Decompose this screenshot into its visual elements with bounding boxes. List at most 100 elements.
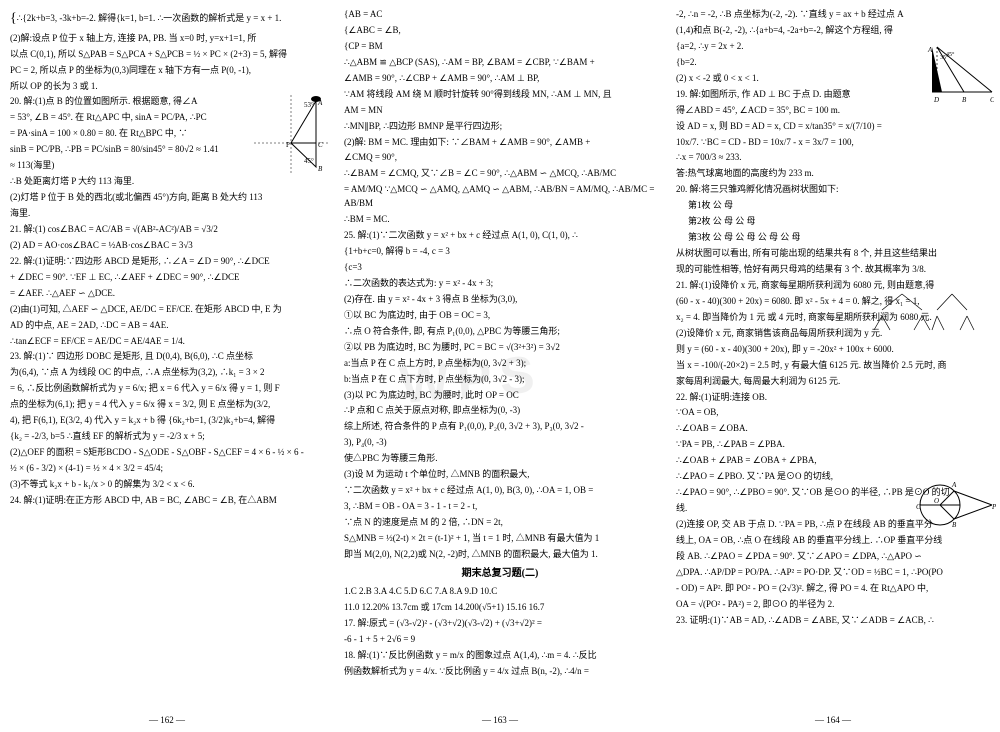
text-line: (2) AD = AO·cos∠BAC = ½AB·cos∠BAC = 3√3 — [10, 239, 324, 253]
svg-text:C: C — [318, 141, 323, 149]
text-line: a:当点 P 在 C 点上方时, P 点坐标为(0, 3√2 + 3); — [344, 357, 656, 371]
text-line: ∵AM 将线段 AM 绕 M 顺时针旋转 90°得到线段 MN, ∴AM ⊥ M… — [344, 88, 656, 102]
text-line: - OD) = AP². 即 PO² - PO = (2√3)². 解之, 得 … — [676, 582, 990, 596]
text-line: 11.0 12.20% 13.7cm 或 17cm 14.200(√5+1) 1… — [344, 601, 656, 615]
text-line: (2)解:设点 P 位于 x 轴上方, 连接 PA, PB. 当 x=0 时, … — [10, 32, 324, 46]
text-line: ①以 BC 为底边时, 由于 OB = OC = 3, — [344, 309, 656, 323]
text-line: 段 AB. ∴∠PAO = ∠PDA = 90°. 又∵∠APO = ∠DPA,… — [676, 550, 990, 564]
text-line: -6 - 1 + 5 + 2√6 = 9 — [344, 633, 656, 647]
text-line: ½ × (6 - 3/2) × (4-1) = ½ × 4 × 3/2 = 45… — [10, 462, 324, 476]
text-line: + ∠DEC = 90°. ∵EF ⊥ EC, ∴∠AEF + ∠DEC = 9… — [10, 271, 324, 285]
text-line: 现的可能性相等, 恰好有两只母鸡的结果有 3 个. 故其概率为 3/8. — [676, 263, 990, 277]
column-3: 35° 45° A D B C A O C B P -2, ∴n = -2, ∴… — [666, 0, 1000, 732]
text-line: 点的坐标为(6,1); 把 y = 4 代入 y = 6/x 得 x = 3/2… — [10, 398, 324, 412]
text-line: (3)不等式 k₂x + b - k₁/x > 0 的解集为 3/2 < x <… — [10, 478, 324, 492]
text-line: {∠ABC = ∠B, — [344, 24, 656, 38]
text-line: 17. 解:原式 = (√3-√2)² - (√3+√2)(√3-√2) + (… — [344, 617, 656, 631]
text-line: 当 x = -100/(-20×2) = 2.5 时, y 有最大值 6125 … — [676, 359, 990, 373]
text-line: 第2枚 公 母 公 母 — [676, 215, 990, 229]
text-line: 以点 C(0,1), 所以 S△PAB = S△PCA + S△PCB = ½ … — [10, 48, 324, 62]
text-line: ∴点 O 符合条件, 即, 有点 P₁(0,0), △PBC 为等腰三角形; — [344, 325, 656, 339]
text-line: ∵OA = OB, — [676, 406, 990, 420]
text-line: ∵二次函数 y = x² + bx + c 经过点 A(1, 0), B(3, … — [344, 484, 656, 498]
text-line: 10x/7. ∵BC = CD - BD = 10x/7 - x = 3x/7 … — [676, 136, 990, 150]
text-line: 海里. — [10, 207, 324, 221]
text-line: {CP = BM — [344, 40, 656, 54]
text-line: 21. 解:(1) cos∠BAC = AC/AB = √(AB²-AC²)/A… — [10, 223, 324, 237]
svg-text:A: A — [951, 481, 957, 489]
text-line: {k₂ = -2/3, b=5 ∴直线 EF 的解析式为 y = -2/3 x … — [10, 430, 324, 444]
text-line: 3, ∴BM = OB - OA = 3 - 1 - t = 2 - t, — [344, 500, 656, 514]
text-line: 25. 解:(1)∵二次函数 y = x² + bx + c 经过点 A(1, … — [344, 229, 656, 243]
text-line: 家每周利润最大, 每周最大利润为 6125 元. — [676, 375, 990, 389]
text-line: OA = √(PO² - PA²) = 2, 即⊙O 的半径为 2. — [676, 598, 990, 612]
svg-text:A: A — [927, 46, 933, 54]
text-line: 22. 解:(1)证明:连接 OB. — [676, 391, 990, 405]
page-number: — 164 — — [666, 714, 1000, 728]
text-line: (2)灯塔 P 位于 B 处的西北(或北偏西 45°)方向, 距离 B 处大约 … — [10, 191, 324, 205]
column-2: {AB = AC {∠ABC = ∠B, {CP = BM ∴△ABM ≌ △B… — [334, 0, 666, 732]
text-line: 第3枚 公 母 公 母 公 母 公 母 — [676, 231, 990, 245]
text-line: 3), P₄(0, -3) — [344, 436, 656, 450]
svg-text:B: B — [318, 165, 323, 173]
text-line: (1,4)和点 B(-2, -2), ∴{a+b=4, -2a+b=-2, 解这… — [676, 24, 990, 38]
column-1: 53° 45° P A C B {∴{2k+b=3, -3k+b=-2. 解得{… — [0, 0, 334, 732]
text-line: AD 的中点, AE = 2AD, ∴DC = AB = 4AE. — [10, 319, 324, 333]
text-line: ∠CMQ = 90°, — [344, 151, 656, 165]
text-line: {c=3 — [344, 261, 656, 275]
text-line: 第1枚 公 母 — [676, 199, 990, 213]
text-line: = 6, ∴反比例函数解析式为 y = 6/x; 把 x = 6 代入 y = … — [10, 382, 324, 396]
text-line: {AB = AC — [344, 8, 656, 22]
section-title: 期末总复习题(二) — [344, 566, 656, 582]
svg-text:B: B — [952, 521, 957, 529]
figure-tree-diagram — [862, 286, 992, 348]
text-line: = AM/MQ ∵△MCQ ∽ △AMQ, △AMQ ∽ △ABM, ∴AB/B… — [344, 183, 656, 211]
text-line: ∴二次函数的表达式为: y = x² - 4x + 3; — [344, 277, 656, 291]
text-line: ∴P 点和 C 点关于原点对称, 即点坐标为(0, -3) — [344, 404, 656, 418]
text-line: ∴∠BAM = ∠CMQ, 又∵∠B = ∠C = 90°, ∴△ABM ∽ △… — [344, 167, 656, 181]
figure-lighthouse: 53° 45° P A C B — [254, 95, 328, 173]
text-line: -2, ∴n = -2, ∴B 点坐标为(-2, -2). ∵直线 y = ax… — [676, 8, 990, 22]
text-line: 综上所述, 符合条件的 P 点有 P₁(0,0), P₂(0, 3√2 + 3)… — [344, 420, 656, 434]
text-line: (3)以 PC 为底边时, BC 为腰时, 此时 OP = OC — [344, 389, 656, 403]
text-line: = ∠AEF. ∴△AEF ∽ △DCE. — [10, 287, 324, 301]
figure-triangle-right: 35° 45° A D B C — [924, 42, 994, 112]
text-line: ∴x = 700/3 ≈ 233. — [676, 151, 990, 165]
text-line: b:当点 P 在 C 点下方时, P 点坐标为(0, 3√2 - 3); — [344, 373, 656, 387]
text-line: ∴MN∥BP, ∴四边形 BMNP 是平行四边形; — [344, 120, 656, 134]
svg-text:C: C — [916, 503, 921, 511]
text-line: 即当 M(2,0), N(2,2)或 N(2, -2)时, △MNB 的面积最大… — [344, 548, 656, 562]
text-line: ∴B 处距离灯塔 P 大约 113 海里. — [10, 175, 324, 189]
text-line: (2)由(1)可知, △AEF ∽ △DCE, AE/DC = EF/CE. 在… — [10, 303, 324, 317]
text-line: (2)存在. 由 y = x² - 4x + 3 得点 B 坐标为(3,0), — [344, 293, 656, 307]
text-line: ∴BM = MC. — [344, 213, 656, 227]
text-line: {1+b+c=0, 解得 b = -4, c = 3 — [344, 245, 656, 259]
svg-text:B: B — [962, 96, 967, 104]
svg-text:C: C — [990, 96, 994, 104]
text-line: (2)解: BM = MC. 理由如下: ∵∠BAM + ∠AMB = 90°,… — [344, 136, 656, 150]
page-number: — 163 — — [334, 714, 666, 728]
svg-text:O: O — [934, 497, 939, 505]
svg-text:45°: 45° — [946, 51, 955, 58]
svg-text:D: D — [933, 96, 939, 104]
page-number: — 162 — — [0, 714, 334, 728]
text-line: PC = 2, 所以点 P 的坐标为(0,3)同理在 x 轴下方有一点 P(0,… — [10, 64, 324, 78]
text-line: (2)△OEF 的面积 = S矩形BCDO - S△ODE - S△OBF - … — [10, 446, 324, 460]
text-line: 1.C 2.B 3.A 4.C 5.D 6.C 7.A 8.A 9.D 10.C — [344, 585, 656, 599]
text-line: ∴△ABM ≌ △BCP (SAS), ∴AM = BP, ∠BAM = ∠CB… — [344, 56, 656, 70]
page-spread: 53° 45° P A C B {∴{2k+b=3, -3k+b=-2. 解得{… — [0, 0, 1000, 732]
svg-text:45°: 45° — [304, 157, 314, 165]
text-line: ②以 PB 为底边时, BC 为腰时, PC = BC = √(3²+3²) =… — [344, 341, 656, 355]
text-line: 23. 证明:(1)∵AB = AD, ∴∠ADB = ∠ABE, 又∵∠ADB… — [676, 614, 990, 628]
text-line: 4), 把 F(6,1), E(3/2, 4) 代入 y = k₂x + b 得… — [10, 414, 324, 428]
svg-text:P: P — [286, 141, 290, 149]
text-line: 设 AD = x, 则 BD = AD = x, CD = x/tan35° =… — [676, 120, 990, 134]
text-line: 18. 解:(1)∵反比例函数 y = m/x 的图象过点 A(1,4), ∴m… — [344, 649, 656, 663]
text-line: AM = MN — [344, 104, 656, 118]
text-line: 答:热气球离地面的高度约为 233 m. — [676, 167, 990, 181]
text-line: ∴tan∠ECF = EF/CE = AE/DC = AE/4AE = 1/4. — [10, 335, 324, 349]
svg-text:P: P — [991, 503, 996, 511]
text-line: 20. 解:将三只雏鸡孵化情况画树状图如下: — [676, 183, 990, 197]
text-line: △DPA. ∴AP/DP = PO/PA. ∴AP² = PO·DP. 又∵OD… — [676, 566, 990, 580]
text-line: ∠AMB = 90°, ∴∠CBP + ∠AMB = 90°, ∴AM ⊥ BP… — [344, 72, 656, 86]
